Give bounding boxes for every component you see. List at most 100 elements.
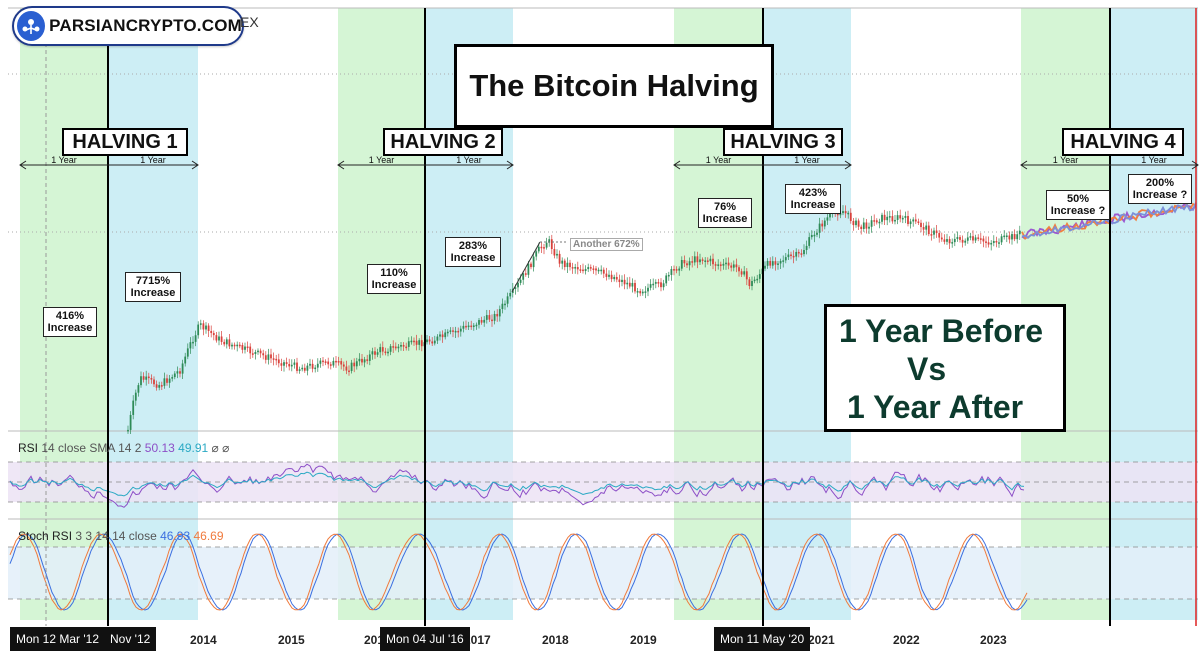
candle-body bbox=[472, 325, 475, 327]
candle-body bbox=[657, 282, 660, 284]
candle-body bbox=[774, 261, 777, 265]
comparison-line-3: 1 Year After bbox=[847, 389, 1024, 425]
candle-body bbox=[654, 282, 657, 284]
candle-body bbox=[738, 267, 740, 272]
candle-body bbox=[587, 267, 590, 270]
halving-3-label: HALVING 3 bbox=[723, 128, 843, 156]
candle-body bbox=[566, 262, 569, 268]
arrow-right bbox=[506, 160, 514, 170]
candle-body bbox=[194, 335, 197, 342]
candle-body bbox=[397, 346, 400, 349]
candle-body bbox=[483, 319, 486, 323]
increase-word: Increase bbox=[130, 287, 176, 299]
increase-label: 283% Increase bbox=[445, 237, 501, 267]
candle-body bbox=[722, 263, 725, 266]
candle-body bbox=[522, 273, 525, 280]
candle-body bbox=[875, 220, 878, 223]
candle-body bbox=[595, 268, 597, 271]
candle-body bbox=[891, 216, 894, 222]
date-tag: Mon 11 May '20 bbox=[714, 627, 811, 651]
brand-icon bbox=[17, 11, 46, 41]
candle-body bbox=[509, 292, 512, 297]
year-before-label: 1 Year bbox=[1053, 155, 1079, 165]
rsi-panel bbox=[9, 463, 1025, 508]
candle-body bbox=[488, 315, 491, 320]
candle-body bbox=[636, 291, 639, 293]
halving-4-label: HALVING 4 bbox=[1062, 128, 1184, 156]
candle-body bbox=[784, 257, 787, 261]
candle-body bbox=[548, 239, 551, 243]
candle-body bbox=[743, 271, 746, 275]
arrow-left bbox=[19, 160, 27, 170]
candle-body bbox=[1000, 236, 1003, 243]
rsi-legend: RSI 14 close SMA 14 2 50.13 49.91 ⌀ ⌀ bbox=[18, 441, 229, 455]
candle-body bbox=[306, 365, 309, 371]
exchange-suffix: EX bbox=[240, 14, 259, 30]
comparison-box: 1 Year Before Vs 1 Year After bbox=[824, 304, 1066, 432]
candle-body bbox=[537, 246, 540, 252]
candle-body bbox=[813, 234, 816, 237]
candle-body bbox=[407, 341, 410, 347]
year-after-label: 1 Year bbox=[794, 155, 820, 165]
candle-body bbox=[584, 269, 587, 271]
candle-body bbox=[553, 249, 556, 256]
x-tick: 2022 bbox=[893, 633, 920, 647]
chart-title: The Bitcoin Halving bbox=[454, 44, 774, 128]
candle-body bbox=[150, 378, 153, 380]
candle-body bbox=[545, 242, 548, 248]
candle-body bbox=[927, 225, 930, 235]
candle-body bbox=[532, 256, 535, 268]
year-before-label: 1 Year bbox=[706, 155, 732, 165]
candle-body bbox=[428, 339, 431, 342]
candle-body bbox=[644, 291, 647, 293]
candle-body bbox=[405, 346, 408, 349]
increase-label: 76% Increase bbox=[698, 198, 752, 228]
candle-body bbox=[675, 269, 678, 271]
candle-body bbox=[439, 334, 441, 337]
candle-body bbox=[465, 325, 467, 328]
candle-body bbox=[914, 219, 917, 222]
candle-body bbox=[223, 341, 226, 345]
candle-body bbox=[467, 325, 470, 328]
increase-word: Increase bbox=[371, 279, 417, 291]
candle-body bbox=[202, 323, 205, 330]
candle-body bbox=[829, 212, 831, 218]
arrow-right bbox=[844, 160, 852, 170]
candle-body bbox=[246, 346, 249, 349]
brand-logo[interactable]: PARSIANCRYPTO.COM bbox=[12, 6, 244, 46]
rsi-params: 14 close SMA 14 2 bbox=[41, 441, 142, 455]
candle-body bbox=[275, 358, 278, 361]
candle-body bbox=[433, 340, 436, 344]
candle-body bbox=[361, 358, 363, 363]
candle-body bbox=[283, 362, 285, 366]
year-spans: 1 Year 1 Year 1 Year 1 Year 1 Year 1 Year 1 Ye… bbox=[19, 155, 1199, 170]
candle-body bbox=[160, 385, 163, 387]
candle-body bbox=[556, 253, 558, 256]
candle-body bbox=[296, 362, 298, 371]
candle-body bbox=[137, 385, 140, 393]
candle-body bbox=[795, 251, 798, 257]
candle-body bbox=[540, 246, 543, 249]
increase-label: 50% Increase ? bbox=[1046, 190, 1110, 220]
candle-body bbox=[374, 351, 376, 355]
candle-body bbox=[714, 264, 717, 266]
candle-body bbox=[582, 269, 584, 272]
increase-label: 423% Increase bbox=[785, 184, 841, 214]
candle-body bbox=[173, 373, 176, 378]
candle-body bbox=[366, 359, 369, 361]
candle-body bbox=[444, 332, 447, 338]
candle-body bbox=[1005, 235, 1008, 238]
candle-body bbox=[371, 351, 374, 355]
candle-body bbox=[496, 313, 499, 317]
candle-body bbox=[254, 352, 257, 355]
candle-body bbox=[912, 219, 915, 222]
x-tick: 2018 bbox=[542, 633, 569, 647]
rsi-flags: ⌀ ⌀ bbox=[211, 441, 230, 455]
candle-body bbox=[298, 369, 301, 371]
candle-body bbox=[665, 275, 668, 284]
candle-body bbox=[267, 354, 270, 360]
candle-body bbox=[168, 378, 171, 383]
candle-body bbox=[332, 360, 335, 366]
rsi-sma-value: 49.91 bbox=[178, 441, 209, 455]
candle-body bbox=[272, 358, 275, 360]
